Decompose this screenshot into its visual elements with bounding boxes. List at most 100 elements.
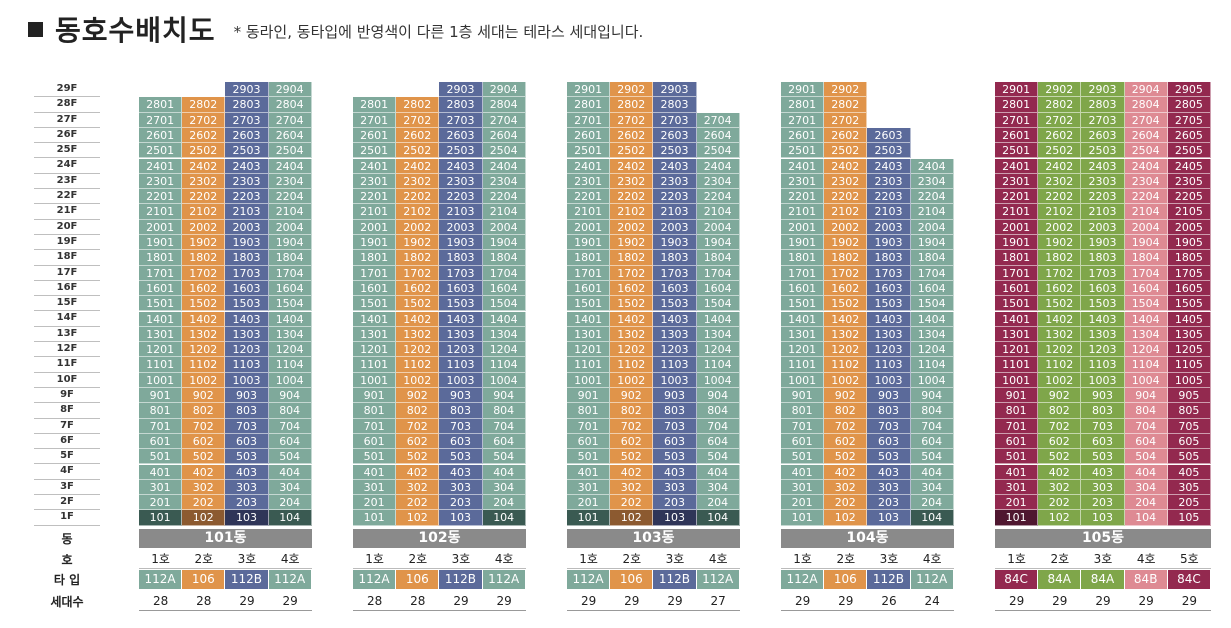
unit-cell: 402: [610, 464, 654, 480]
unit-cell: 2602: [182, 127, 226, 144]
unit-cell: 1502: [182, 296, 226, 312]
unit-cell: 201: [139, 495, 183, 511]
unit-cell: 2402: [396, 158, 440, 174]
count-cell: 28: [396, 591, 440, 611]
unit-cell: 1803: [1081, 250, 1125, 266]
unit-cell: 1405: [1167, 311, 1211, 327]
unit-cell: 303: [1081, 479, 1125, 496]
unit-cell: 2104: [482, 204, 526, 220]
unit-cell: 1005: [1167, 372, 1211, 388]
unit-cell: 201: [781, 495, 825, 511]
unit-cell: 2604: [482, 127, 526, 144]
unit-cell: 2205: [1167, 189, 1211, 205]
unit-cell: 2404: [482, 158, 526, 174]
unit-cell: 101: [781, 510, 825, 526]
page-title: 동호수배치도: [55, 14, 216, 47]
count-cell: 29: [1167, 591, 1211, 611]
floor-label: 17F: [34, 266, 100, 281]
unit-cell: 1901: [781, 235, 825, 251]
ho-label: 3호: [653, 549, 697, 569]
unit-cell: 2102: [396, 204, 440, 220]
unit-cell: 402: [396, 464, 440, 480]
unit-cell: 2502: [824, 143, 868, 159]
type-cell: 112A: [696, 570, 740, 589]
unit-cell: 2601: [353, 127, 397, 144]
unit-cell: 1905: [1167, 235, 1211, 251]
unit-cell: 1101: [781, 357, 825, 373]
unit-cell: 501: [781, 449, 825, 465]
unit-cell: 2502: [396, 143, 440, 159]
count-cell: 26: [867, 591, 911, 611]
floor-label: 27F: [34, 113, 100, 128]
unit-cell: 2403: [439, 158, 483, 174]
unit-cell: 901: [995, 388, 1039, 404]
unit-cell: 1304: [696, 326, 740, 343]
unit-cell: 1003: [1081, 372, 1125, 388]
unit-cell: 703: [1081, 418, 1125, 434]
unit-cell: 1602: [182, 280, 226, 297]
ho-label: 3호: [1081, 549, 1125, 569]
unit-cell: 1102: [610, 357, 654, 373]
unit-cell: 1702: [1038, 265, 1082, 281]
type-cell: 84B: [1124, 570, 1168, 589]
unit-cell: 1703: [1081, 265, 1125, 281]
unit-cell: 1603: [867, 280, 911, 297]
unit-cell: 2302: [824, 173, 868, 190]
unit-cell: 2603: [867, 127, 911, 144]
type-cell: 112A: [139, 570, 183, 589]
floor-label: 26F: [34, 128, 100, 144]
unit-cell: 302: [610, 479, 654, 496]
unit-cell: 904: [696, 388, 740, 404]
unit-cell: 701: [139, 418, 183, 434]
unit-cell: 704: [482, 418, 526, 434]
unit-cell: 2401: [567, 158, 611, 174]
unit-cell: 2902: [1038, 82, 1082, 98]
type-cell: 112B: [439, 570, 483, 589]
type-cell: 112A: [910, 570, 954, 589]
unit-cell: 903: [225, 388, 269, 404]
building-name-bar: 104동: [781, 529, 954, 548]
unit-cell: 903: [439, 388, 483, 404]
unit-cell: 1505: [1167, 296, 1211, 312]
ho-label: 1호: [353, 549, 397, 569]
unit-cell: 205: [1167, 495, 1211, 511]
unit-cell: 2605: [1167, 127, 1211, 144]
unit-cell: 2202: [824, 189, 868, 205]
unit-cell: 201: [995, 495, 1039, 511]
unit-cell: 1301: [781, 326, 825, 343]
unit-cell: 104: [910, 510, 954, 526]
unit-cell: 1401: [781, 311, 825, 327]
unit-cell: 2601: [781, 127, 825, 144]
unit-cell: 1404: [268, 311, 312, 327]
unit-cell: 2501: [781, 143, 825, 159]
unit-cell: 2103: [225, 204, 269, 220]
unit-cell: 1103: [653, 357, 697, 373]
unit-cell: 1103: [439, 357, 483, 373]
unit-cell: 101: [139, 510, 183, 526]
unit-cell: 902: [1038, 388, 1082, 404]
unit-cell: 1004: [268, 372, 312, 388]
unit-cell: 1503: [1081, 296, 1125, 312]
floor-label: 18F: [34, 250, 100, 266]
count-cell: 27: [696, 591, 740, 611]
unit-cell: 1501: [567, 296, 611, 312]
unit-cell: 1402: [396, 311, 440, 327]
unit-cell: 1604: [696, 280, 740, 297]
unit-cell: 2803: [1081, 97, 1125, 113]
unit-cell: 1702: [396, 265, 440, 281]
page-header: 동호수배치도 * 동라인, 동타입에 반영색이 다른 1층 세대는 테라스 세대…: [28, 12, 643, 47]
unit-cell: 1204: [1124, 342, 1168, 358]
unit-cell: 1801: [781, 250, 825, 266]
dong-row-label: 동: [61, 532, 73, 546]
unit-cell: 302: [1038, 479, 1082, 496]
unit-cell: 1902: [610, 235, 654, 251]
ho-label: 1호: [781, 549, 825, 569]
unit-cell: 1904: [696, 235, 740, 251]
floor-label: 10F: [34, 373, 100, 388]
unit-cell: 502: [1038, 449, 1082, 465]
unit-cell: 803: [439, 403, 483, 419]
unit-cell: 203: [439, 495, 483, 511]
count-cell: 29: [824, 591, 868, 611]
floor-label: 8F: [34, 403, 100, 419]
unit-cell: 1504: [910, 296, 954, 312]
